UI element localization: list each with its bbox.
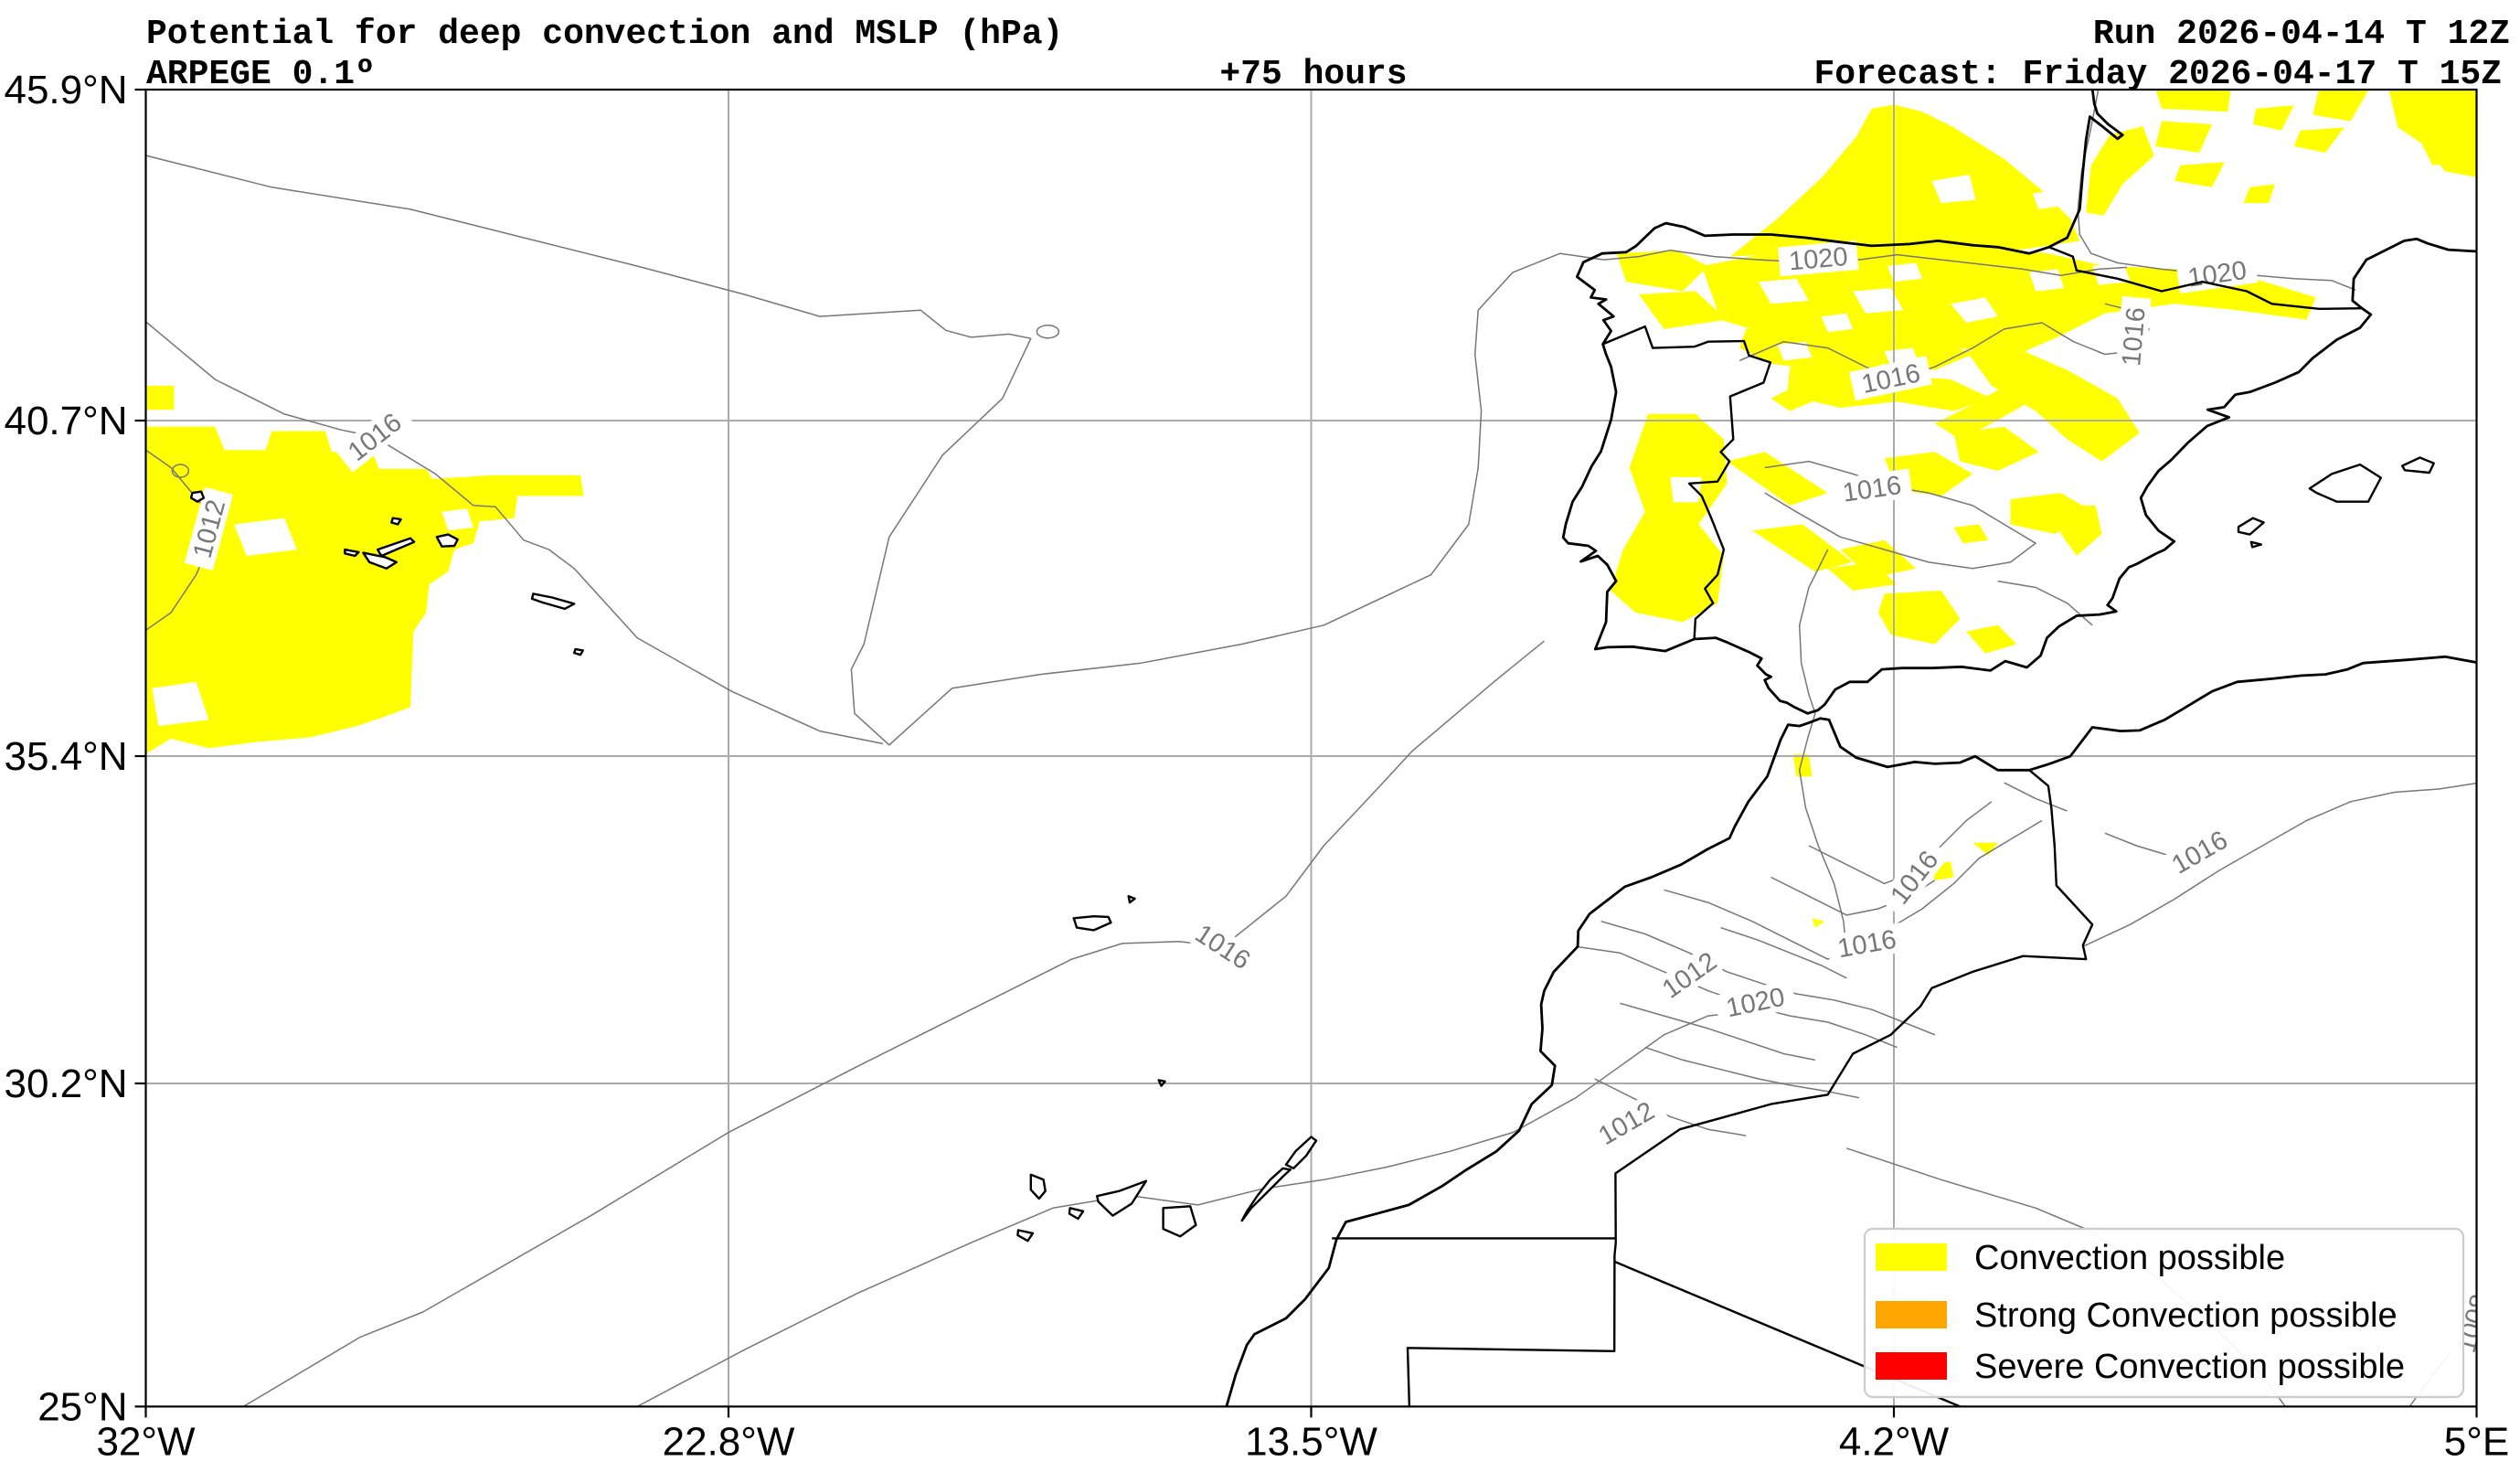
svg-text:Severe Convection possible: Severe Convection possible xyxy=(1974,1348,2405,1386)
svg-text:ARPEGE 0.1º: ARPEGE 0.1º xyxy=(146,55,376,94)
svg-text:35.4°N: 35.4°N xyxy=(4,734,127,779)
svg-text:13.5°W: 13.5°W xyxy=(1245,1419,1377,1464)
svg-text:Convection possible: Convection possible xyxy=(1974,1239,2285,1277)
svg-text:Strong Convection possible: Strong Convection possible xyxy=(1974,1296,2398,1335)
svg-text:30.2°N: 30.2°N xyxy=(4,1061,127,1106)
svg-text:1020: 1020 xyxy=(1788,242,1849,277)
svg-text:Potential for deep convection: Potential for deep convection and MSLP (… xyxy=(146,15,1063,54)
svg-text:32°W: 32°W xyxy=(96,1419,196,1464)
svg-text:25°N: 25°N xyxy=(37,1384,127,1429)
svg-text:5°E: 5°E xyxy=(2444,1419,2509,1464)
svg-text:45.9°N: 45.9°N xyxy=(4,68,127,112)
svg-text:4.2°W: 4.2°W xyxy=(1839,1419,1950,1464)
svg-text:Run 2026-04-14 T 12Z: Run 2026-04-14 T 12Z xyxy=(2093,15,2510,54)
svg-text:40.7°N: 40.7°N xyxy=(4,399,127,443)
svg-text:+75 hours: +75 hours xyxy=(1219,55,1407,94)
svg-text:Forecast: Friday 2026-04-17 T: Forecast: Friday 2026-04-17 T 15Z xyxy=(1813,55,2502,94)
svg-text:1016: 1016 xyxy=(2117,306,2152,368)
svg-text:22.8°W: 22.8°W xyxy=(663,1419,795,1464)
